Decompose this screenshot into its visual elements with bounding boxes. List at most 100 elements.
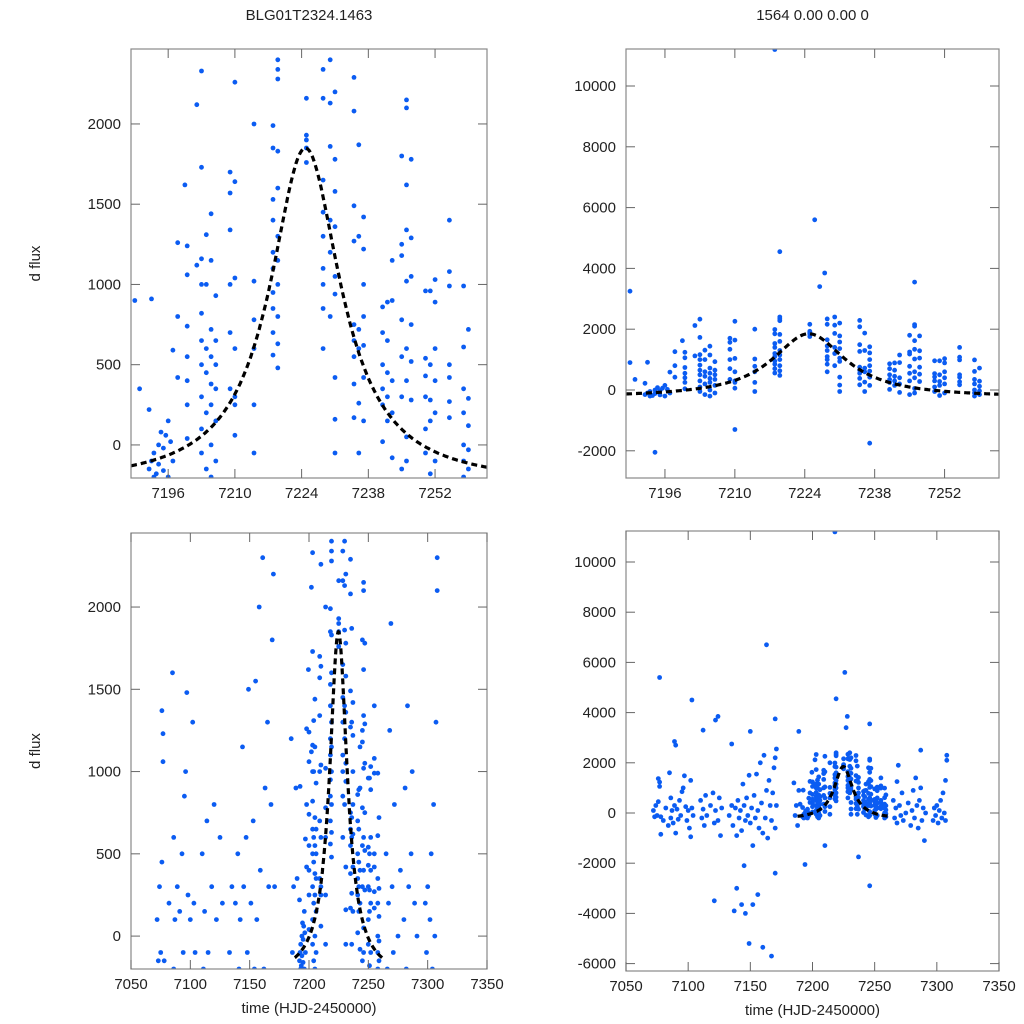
data-point bbox=[680, 785, 686, 791]
data-point bbox=[977, 378, 982, 384]
data-point bbox=[293, 785, 299, 791]
data-point bbox=[777, 314, 783, 320]
data-point bbox=[466, 447, 471, 453]
data-point bbox=[332, 450, 338, 456]
data-point bbox=[132, 298, 138, 303]
data-point bbox=[398, 867, 403, 873]
data-point bbox=[310, 798, 315, 804]
data-point bbox=[837, 389, 843, 394]
data-point bbox=[270, 217, 276, 223]
data-point bbox=[434, 555, 440, 561]
data-point bbox=[752, 326, 758, 332]
data-point bbox=[332, 189, 338, 194]
data-point bbox=[772, 49, 778, 52]
data-point bbox=[375, 833, 381, 839]
data-point bbox=[184, 323, 190, 329]
data-point bbox=[837, 359, 843, 364]
data-point bbox=[466, 327, 471, 332]
data-point bbox=[385, 338, 390, 343]
data-point bbox=[385, 394, 390, 400]
data-point bbox=[375, 876, 381, 881]
data-point bbox=[340, 835, 346, 840]
data-point bbox=[910, 788, 916, 793]
data-point bbox=[857, 342, 863, 348]
data-point bbox=[887, 372, 892, 378]
data-point bbox=[399, 241, 405, 247]
data-point bbox=[757, 760, 763, 766]
data-point bbox=[752, 356, 758, 362]
y-tick-label: 1000 bbox=[88, 276, 121, 293]
data-point bbox=[227, 330, 233, 335]
data-point bbox=[232, 394, 238, 400]
data-point bbox=[160, 731, 166, 737]
x-tick-label: 7200 bbox=[292, 976, 325, 993]
data-point bbox=[320, 233, 326, 239]
data-point bbox=[755, 808, 761, 813]
data-point bbox=[250, 818, 256, 824]
data-point bbox=[761, 752, 767, 758]
data-point bbox=[697, 362, 703, 368]
data-point bbox=[355, 818, 361, 824]
y-tick-label: 8000 bbox=[583, 604, 616, 621]
data-point bbox=[376, 886, 382, 891]
data-point bbox=[917, 379, 922, 384]
y-tick-label: 2000 bbox=[583, 321, 616, 338]
data-point bbox=[938, 798, 943, 803]
data-point bbox=[843, 725, 849, 731]
data-point bbox=[310, 649, 315, 654]
data-point bbox=[977, 365, 982, 371]
data-point bbox=[383, 851, 389, 857]
data-point bbox=[360, 843, 365, 848]
data-point bbox=[740, 781, 746, 787]
data-point bbox=[192, 950, 198, 955]
data-point bbox=[253, 678, 258, 684]
data-point bbox=[208, 402, 214, 408]
data-point bbox=[199, 256, 204, 262]
y-tick-label: -2000 bbox=[578, 855, 616, 872]
data-point bbox=[658, 814, 664, 820]
data-point bbox=[824, 348, 830, 353]
data-point bbox=[356, 826, 362, 832]
data-point bbox=[371, 770, 377, 776]
data-point bbox=[208, 354, 214, 360]
data-point bbox=[912, 815, 917, 821]
data-point bbox=[270, 249, 276, 255]
data-point bbox=[797, 801, 803, 807]
data-point bbox=[743, 911, 748, 916]
data-point bbox=[357, 744, 363, 750]
data-point bbox=[332, 291, 338, 297]
data-point bbox=[306, 867, 312, 873]
data-point bbox=[233, 900, 238, 906]
data-point bbox=[159, 859, 165, 865]
data-point bbox=[653, 803, 659, 808]
data-point bbox=[772, 755, 778, 761]
data-point bbox=[660, 818, 666, 823]
data-point bbox=[848, 776, 854, 782]
data-point bbox=[755, 892, 761, 897]
data-point bbox=[342, 583, 347, 588]
data-point bbox=[395, 933, 401, 939]
data-point bbox=[368, 867, 374, 873]
data-point bbox=[380, 386, 385, 392]
x-tick-label: 7210 bbox=[218, 485, 251, 502]
data-point bbox=[227, 386, 233, 392]
data-point bbox=[682, 370, 688, 376]
data-point bbox=[685, 808, 691, 813]
data-point bbox=[932, 378, 937, 384]
data-point bbox=[342, 627, 347, 633]
data-point bbox=[203, 466, 209, 472]
data-point bbox=[183, 769, 189, 774]
data-point bbox=[422, 900, 428, 906]
data-point bbox=[211, 802, 217, 807]
data-point bbox=[349, 719, 355, 725]
data-point bbox=[697, 378, 703, 384]
data-point bbox=[251, 450, 257, 456]
data-point bbox=[251, 402, 257, 408]
data-point bbox=[701, 823, 707, 828]
data-point bbox=[697, 367, 703, 373]
data-point bbox=[702, 392, 708, 397]
data-point bbox=[409, 769, 415, 774]
data-point bbox=[800, 805, 805, 810]
data-point bbox=[827, 760, 833, 766]
data-point bbox=[137, 386, 143, 392]
